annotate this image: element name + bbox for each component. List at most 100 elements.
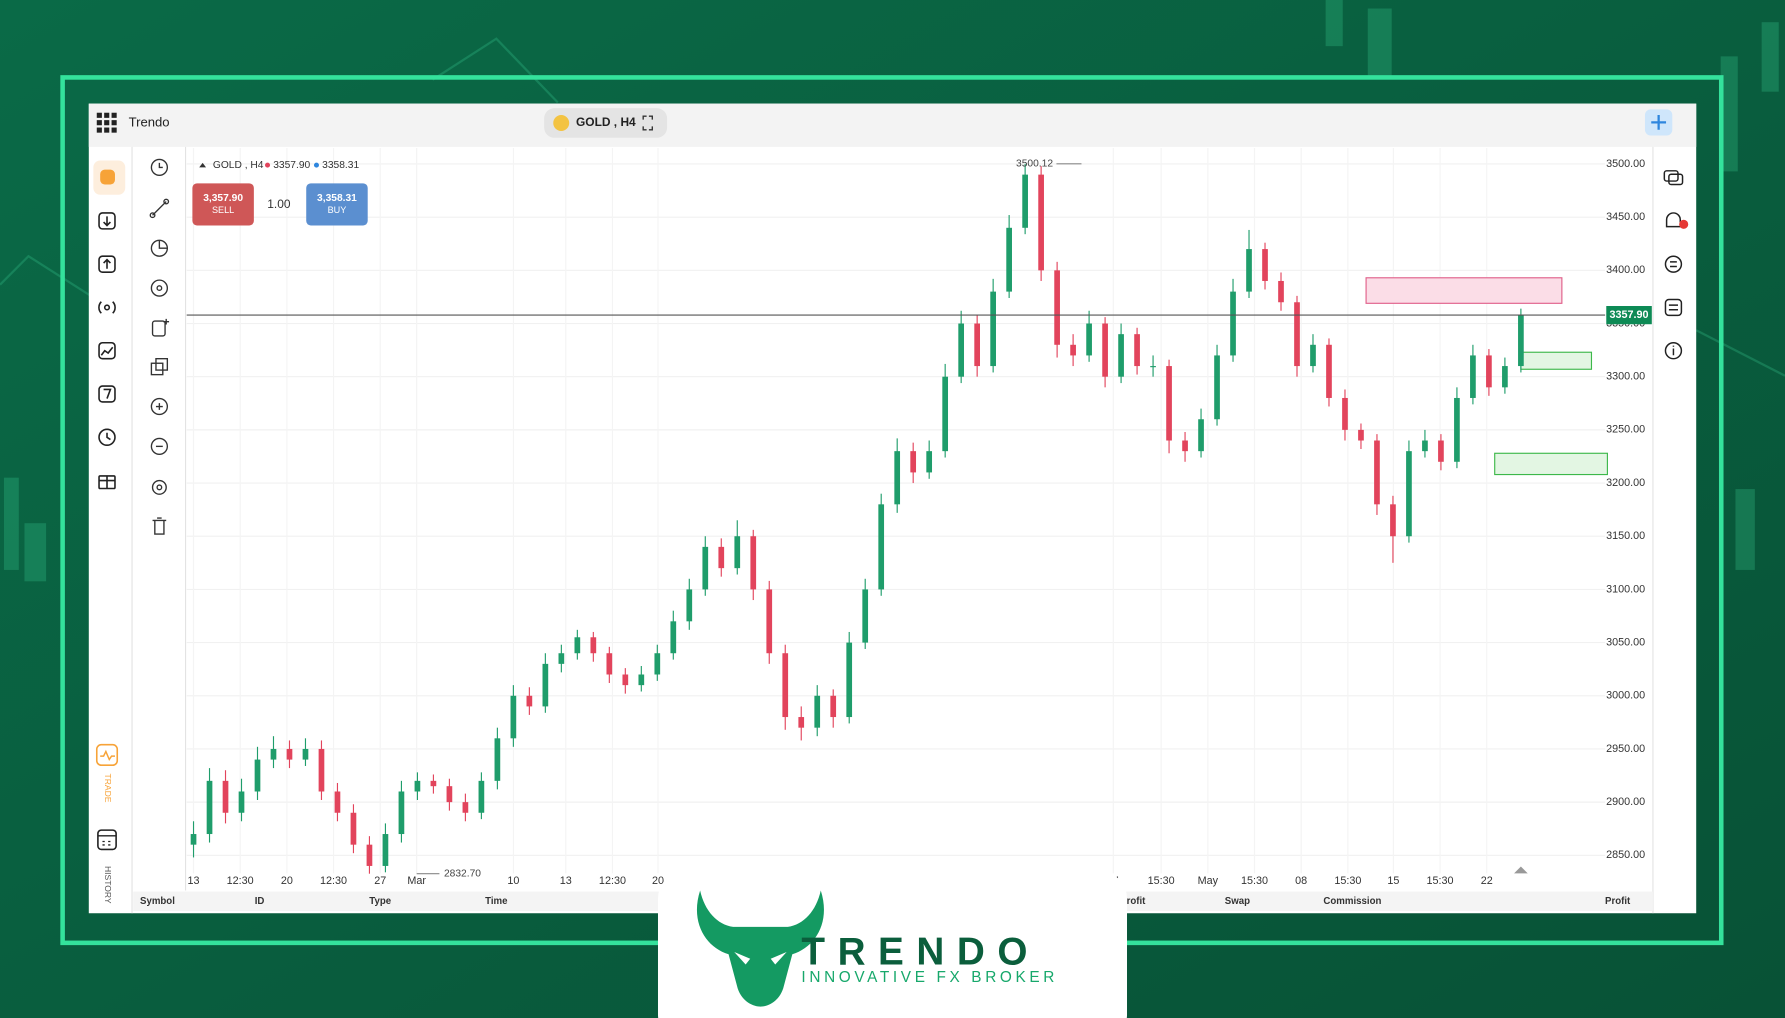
bell-icon[interactable] [1665, 212, 1682, 228]
candle-body [270, 748, 277, 760]
orders-icon[interactable] [1664, 298, 1683, 317]
bg-candle [1325, 0, 1343, 47]
candle-body [702, 546, 709, 590]
legend-bid: 3357.90 [273, 160, 310, 171]
candle-body [366, 844, 373, 866]
bg-candle [1367, 8, 1392, 79]
candle-body [782, 653, 789, 718]
symbol-tab[interactable] [544, 108, 668, 138]
candle-body [862, 589, 869, 643]
current-price-label: 3357.90 [1610, 309, 1649, 321]
y-tick-label: 2950.00 [1606, 743, 1645, 755]
fullscreen-icon[interactable] [642, 115, 653, 131]
buy-button[interactable] [306, 183, 368, 226]
apps-icon[interactable] [96, 112, 117, 133]
trade-label[interactable]: TRADE [103, 774, 113, 803]
nav-home-icon [100, 169, 115, 185]
x-tick-label: Mar [407, 875, 426, 887]
candle-body [1502, 366, 1508, 388]
legend-collapse[interactable] [199, 162, 207, 168]
table-header-cell: ID [255, 896, 265, 907]
tool-delete[interactable] [152, 517, 167, 535]
tool-clock[interactable] [150, 158, 169, 177]
candle-body [318, 748, 325, 792]
tool-settings[interactable] [151, 479, 167, 495]
header-bar [88, 103, 1697, 147]
y-tick-label: 3500.00 [1606, 158, 1645, 170]
x-tick-label: 10 [507, 875, 519, 887]
tool-zoom-out[interactable] [150, 437, 169, 456]
candle-body [1214, 355, 1220, 420]
trade-icon[interactable] [95, 743, 119, 767]
volume[interactable]: 1.00 [267, 197, 291, 211]
x-tick-label: 15:30 [1334, 875, 1361, 887]
sell-price: 3,357.90 [203, 193, 243, 204]
nav-withdraw[interactable] [98, 255, 116, 273]
list-icon[interactable] [1664, 255, 1683, 273]
candle-body [302, 748, 309, 760]
candle-body [558, 653, 565, 664]
sell-label: SELL [212, 205, 234, 215]
candle-body [654, 653, 661, 675]
x-tick-label: 27 [374, 875, 386, 887]
candle-body [1358, 429, 1364, 441]
candle-body [350, 812, 357, 845]
tool-circle[interactable] [150, 279, 169, 297]
y-tick-label: 3400.00 [1606, 264, 1645, 276]
logo-bull [696, 890, 824, 1007]
candle-body [1166, 366, 1172, 441]
candle-body [798, 717, 805, 728]
history-icon-grid [97, 835, 117, 846]
candle-body [398, 791, 405, 835]
candle-body [1342, 397, 1348, 430]
chat-icon[interactable] [1663, 170, 1679, 182]
nav-history[interactable] [98, 428, 116, 447]
x-tick-label: 22 [1481, 875, 1493, 887]
legend-ask: 3358.31 [322, 160, 359, 171]
scroll-arrow[interactable] [1514, 866, 1528, 874]
candle-body [606, 653, 613, 675]
history-label[interactable]: HISTORY [103, 866, 113, 904]
x-tick-label: 13 [560, 875, 572, 887]
tool-copy[interactable] [150, 362, 164, 376]
notification-badge [1679, 219, 1689, 229]
x-tick-label: 12:30 [227, 875, 254, 887]
candle-body [1438, 440, 1444, 462]
table-header-cell: Type [369, 896, 391, 907]
candle-body [958, 323, 965, 377]
candle-body [622, 674, 629, 686]
candle-body [1006, 227, 1012, 292]
candle-body [878, 504, 885, 590]
candle-body [1246, 249, 1252, 292]
tool-trendline[interactable] [152, 201, 167, 216]
candle-body [1150, 366, 1156, 368]
nav-calendar-7[interactable] [98, 385, 116, 403]
history-icon[interactable] [97, 829, 117, 851]
nav-market[interactable] [98, 341, 116, 360]
tool-zoom-in[interactable] [150, 397, 169, 416]
candle-body [1390, 504, 1396, 537]
table-header: Symbol ID Type Time Profit Swap Commission Prof… [140, 896, 1631, 907]
candle-body [478, 780, 485, 813]
candle-body [990, 291, 996, 367]
y-tick-label: 3300.00 [1606, 371, 1645, 383]
candle-body [542, 663, 549, 707]
gold-icon [553, 115, 570, 131]
nav-deposit[interactable] [98, 212, 116, 230]
candle-body [910, 451, 917, 473]
symbol-tab-label: GOLD , H4 [576, 115, 636, 129]
candle-body [590, 637, 597, 654]
chart: 2850.00 2900.00 2950.00 3000.00 3050.00 3100.… [186, 148, 1652, 887]
annotation-label: 2832.70 [444, 868, 481, 879]
candle-body [894, 451, 901, 505]
candle-body [1518, 315, 1524, 367]
table-header-cell: Time [485, 896, 508, 907]
nav-signals[interactable] [103, 304, 111, 311]
candle-body [1470, 355, 1476, 398]
candle-body [1374, 440, 1380, 505]
tool-note[interactable] [151, 320, 166, 337]
sell-button[interactable] [192, 183, 254, 226]
info-icon[interactable] [1664, 342, 1683, 360]
bg-candle [1720, 56, 1738, 172]
y-tick-label: 3100.00 [1606, 583, 1645, 595]
